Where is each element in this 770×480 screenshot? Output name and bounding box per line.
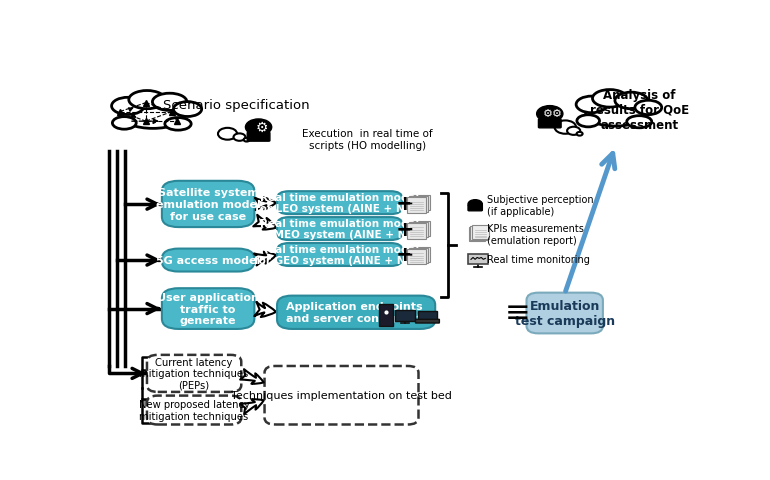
Ellipse shape bbox=[615, 93, 648, 109]
FancyBboxPatch shape bbox=[277, 217, 403, 240]
Ellipse shape bbox=[152, 94, 187, 111]
Text: ⚙⚙: ⚙⚙ bbox=[543, 109, 563, 119]
FancyBboxPatch shape bbox=[472, 226, 489, 240]
Circle shape bbox=[243, 139, 249, 142]
Ellipse shape bbox=[122, 104, 184, 129]
Circle shape bbox=[554, 121, 576, 134]
Ellipse shape bbox=[576, 97, 607, 113]
Ellipse shape bbox=[592, 90, 627, 108]
FancyBboxPatch shape bbox=[470, 227, 487, 240]
Ellipse shape bbox=[592, 90, 627, 108]
Text: Current latency
mitigation techniques
(PEPs): Current latency mitigation techniques (P… bbox=[139, 357, 249, 390]
Ellipse shape bbox=[576, 97, 607, 113]
Ellipse shape bbox=[586, 103, 645, 127]
FancyBboxPatch shape bbox=[409, 197, 428, 212]
FancyBboxPatch shape bbox=[410, 221, 430, 237]
Circle shape bbox=[246, 120, 272, 136]
FancyBboxPatch shape bbox=[162, 288, 254, 329]
FancyBboxPatch shape bbox=[468, 205, 482, 211]
FancyBboxPatch shape bbox=[407, 224, 427, 239]
Text: Real time emulation model
for LEO system (AINE + NS3): Real time emulation model for LEO system… bbox=[255, 192, 424, 214]
FancyBboxPatch shape bbox=[379, 304, 393, 326]
Text: ⚙: ⚙ bbox=[256, 120, 268, 134]
FancyBboxPatch shape bbox=[409, 222, 428, 238]
Ellipse shape bbox=[173, 102, 202, 117]
Ellipse shape bbox=[586, 103, 645, 127]
FancyBboxPatch shape bbox=[247, 133, 270, 142]
Circle shape bbox=[567, 128, 581, 135]
FancyBboxPatch shape bbox=[277, 192, 403, 215]
FancyBboxPatch shape bbox=[394, 311, 415, 322]
Text: Scenario specification: Scenario specification bbox=[163, 99, 310, 112]
Text: User application
traffic to
generate: User application traffic to generate bbox=[157, 292, 259, 325]
Text: Application endpoints
and server configuration: Application endpoints and server configu… bbox=[286, 302, 441, 324]
FancyBboxPatch shape bbox=[147, 355, 241, 392]
FancyBboxPatch shape bbox=[407, 250, 427, 265]
FancyBboxPatch shape bbox=[416, 320, 440, 324]
Ellipse shape bbox=[112, 118, 136, 130]
Circle shape bbox=[233, 134, 246, 142]
Text: +: + bbox=[396, 245, 415, 265]
Ellipse shape bbox=[577, 116, 600, 128]
Text: KPIs measurements
(emulation report): KPIs measurements (emulation report) bbox=[487, 224, 584, 245]
Ellipse shape bbox=[635, 101, 661, 115]
Text: ≡: ≡ bbox=[505, 298, 531, 327]
FancyBboxPatch shape bbox=[407, 198, 427, 213]
FancyBboxPatch shape bbox=[410, 247, 430, 263]
Text: +: + bbox=[396, 219, 415, 239]
Text: New proposed latency
mitigation techniques: New proposed latency mitigation techniqu… bbox=[139, 399, 249, 421]
Ellipse shape bbox=[112, 98, 144, 115]
Text: Real time emulation model
for GEO system (AINE + NS3): Real time emulation model for GEO system… bbox=[254, 244, 425, 266]
Ellipse shape bbox=[615, 93, 648, 109]
Circle shape bbox=[468, 200, 482, 209]
Text: +: + bbox=[396, 193, 415, 213]
FancyBboxPatch shape bbox=[418, 312, 437, 320]
FancyBboxPatch shape bbox=[469, 228, 485, 241]
Ellipse shape bbox=[129, 91, 165, 109]
Text: Techniques implementation on test bed: Techniques implementation on test bed bbox=[231, 390, 452, 400]
Ellipse shape bbox=[577, 116, 600, 128]
Text: Emulation
test campaign: Emulation test campaign bbox=[514, 300, 614, 327]
Circle shape bbox=[537, 107, 563, 123]
Circle shape bbox=[218, 129, 237, 140]
Ellipse shape bbox=[122, 104, 184, 129]
FancyBboxPatch shape bbox=[277, 296, 435, 329]
Ellipse shape bbox=[173, 102, 202, 117]
Ellipse shape bbox=[152, 94, 187, 111]
Text: Satellite system
emulation model
for use case: Satellite system emulation model for use… bbox=[156, 188, 260, 221]
Text: Real time monitoring: Real time monitoring bbox=[487, 255, 590, 265]
Ellipse shape bbox=[112, 118, 136, 130]
FancyBboxPatch shape bbox=[147, 396, 241, 425]
FancyBboxPatch shape bbox=[162, 249, 254, 272]
Text: Real time emulation model
for MEO system (AINE + NS3): Real time emulation model for MEO system… bbox=[253, 218, 426, 240]
Text: 5G access model: 5G access model bbox=[156, 255, 260, 265]
Ellipse shape bbox=[112, 98, 144, 115]
Ellipse shape bbox=[129, 91, 165, 109]
FancyBboxPatch shape bbox=[410, 195, 430, 211]
Ellipse shape bbox=[627, 117, 651, 129]
Ellipse shape bbox=[165, 119, 191, 131]
Ellipse shape bbox=[165, 119, 191, 131]
Ellipse shape bbox=[627, 117, 651, 129]
FancyBboxPatch shape bbox=[162, 181, 254, 228]
FancyBboxPatch shape bbox=[277, 243, 403, 266]
Circle shape bbox=[577, 132, 583, 136]
Ellipse shape bbox=[635, 101, 661, 115]
FancyBboxPatch shape bbox=[265, 366, 419, 425]
Text: Analysis of
results for QoE
assessment: Analysis of results for QoE assessment bbox=[590, 89, 689, 132]
FancyBboxPatch shape bbox=[409, 248, 428, 264]
FancyBboxPatch shape bbox=[527, 293, 603, 334]
FancyBboxPatch shape bbox=[538, 120, 561, 129]
Text: Subjective perception
(if applicable): Subjective perception (if applicable) bbox=[487, 195, 594, 216]
Text: Execution  in real time of
scripts (HO modelling): Execution in real time of scripts (HO mo… bbox=[303, 129, 433, 150]
FancyBboxPatch shape bbox=[468, 254, 488, 265]
